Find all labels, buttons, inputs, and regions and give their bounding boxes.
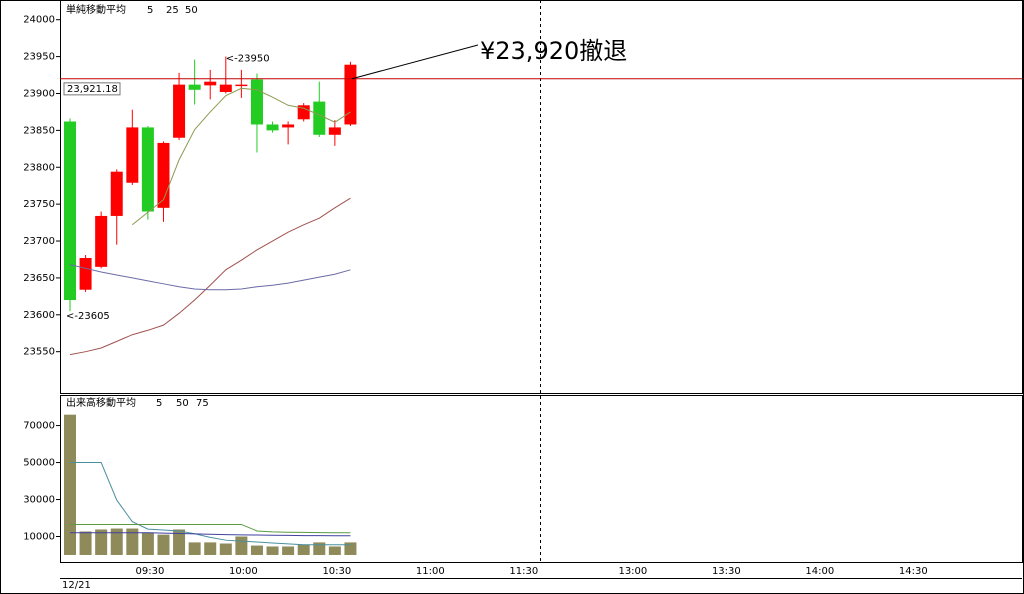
volume-bar [173,529,186,555]
volume-bar [344,542,357,555]
candle-body [235,84,248,87]
candle-body [313,101,326,135]
volume-bar [328,546,341,555]
x-tick-label: 10:00 [229,566,258,577]
legend-title: 単純移動平均 [66,3,126,16]
ma-line [132,87,351,226]
legend-entry: 5 [147,5,153,16]
volume-bar [79,531,92,555]
candle-body [266,124,279,131]
volume-bar [313,542,326,555]
legend-title: 出来高移動平均 [66,396,136,409]
candle-body [188,84,201,90]
y-tick-label: 23800 [23,162,55,173]
y-tick-label: 24000 [23,15,55,26]
candle-body [282,124,295,128]
ma-line [69,197,351,356]
volume-bar [95,529,108,555]
high-note: <-23950 [226,54,270,65]
candle-body [141,127,154,212]
candle-body [157,142,170,208]
volume-bar [235,536,248,555]
y-tick-label: 23750 [23,199,55,210]
volume-bar [219,543,232,555]
x-tick-label: 13:30 [712,566,741,577]
x-tick-label: 11:30 [509,566,538,577]
annotation: ¥23,920撤退 [480,37,627,65]
candle-body [79,257,92,290]
volume-bar [250,545,263,555]
candle-body [328,127,341,135]
candle-body [344,64,357,125]
candle-body [204,81,217,86]
candle-body [297,105,310,120]
candle-body [219,84,232,93]
x-tick-label: 13:00 [618,566,647,577]
date-label: 12/21 [62,580,91,591]
legend-entry: 75 [196,398,209,409]
legend-entry: 5 [156,398,162,409]
ma-line [69,264,351,291]
volume-bar [64,414,76,555]
x-tick-label: 11:00 [416,566,445,577]
candle-body [64,121,76,301]
volume-bar [126,528,139,555]
y-tick-label: 30000 [23,495,55,506]
y-tick-label: 70000 [23,421,55,432]
volume-bar [266,546,279,555]
candle-body [110,171,123,216]
ma-line [70,523,351,534]
candle-body [126,127,139,183]
y-tick-label: 10000 [23,531,55,542]
y-tick-label: 23700 [23,236,55,247]
volume-bar [141,532,154,555]
annotation-leader [351,44,479,80]
volume-bar [157,534,170,555]
candle-body [95,215,108,267]
volume-bar [188,542,201,555]
x-tick-label: 09:30 [135,566,164,577]
legend-entry: 50 [185,5,198,16]
candle-body [250,79,263,125]
volume-bar [204,542,217,555]
volume-bar [282,546,295,555]
x-tick-label: 10:30 [322,566,351,577]
price-panel [60,0,1023,394]
y-tick-label: 23950 [23,52,55,63]
candle-body [173,84,186,138]
y-tick-label: 23850 [23,125,55,136]
y-tick-label: 23900 [23,88,55,99]
volume-bar [110,528,123,555]
price-label-box [63,82,121,96]
y-tick-label: 23550 [23,347,55,358]
x-tick-label: 14:30 [899,566,928,577]
volume-panel [60,395,1023,563]
legend-entry: 50 [176,398,189,409]
price-label: 23,921.18 [67,84,118,95]
y-tick-label: 50000 [23,458,55,469]
y-tick-label: 23650 [23,273,55,284]
low-note: <-23605 [66,311,110,322]
volume-bar [297,544,310,555]
y-tick-label: 23600 [23,310,55,321]
ma-line [70,462,351,546]
x-tick-label: 14:00 [805,566,834,577]
legend-entry: 25 [166,5,179,16]
ma-line [70,532,351,537]
